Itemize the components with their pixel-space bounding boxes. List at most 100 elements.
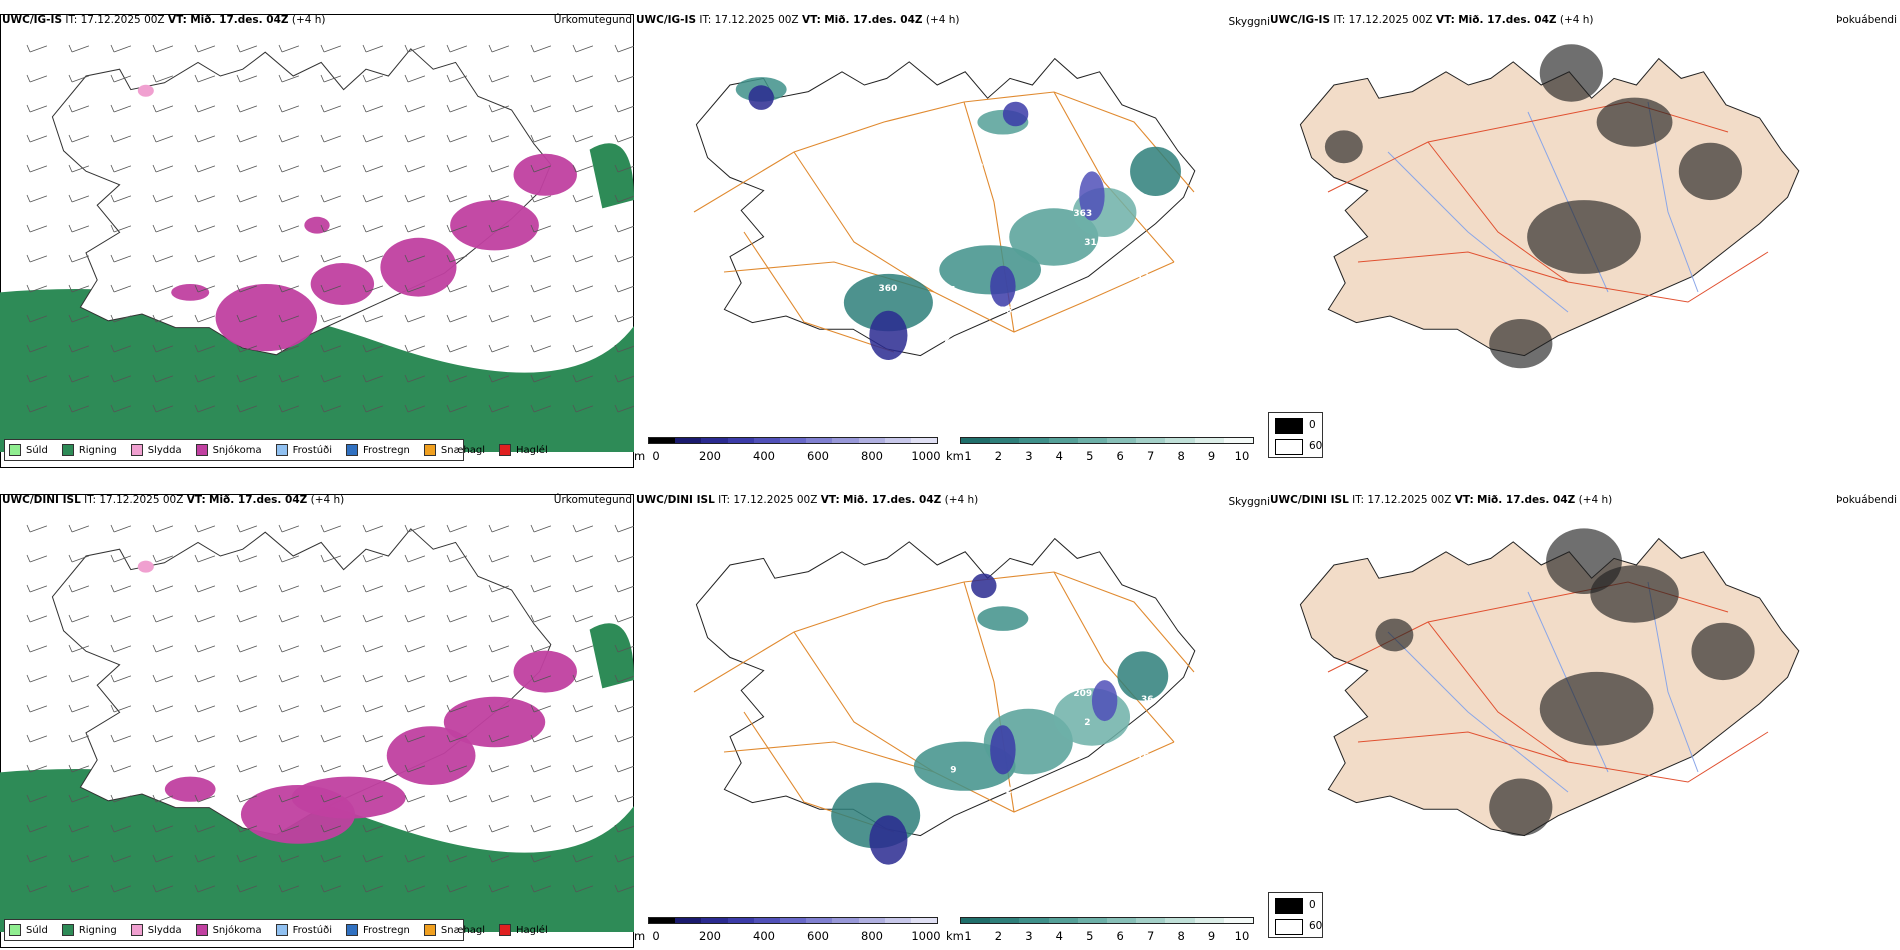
sleet-area — [137, 560, 154, 573]
wind-barb — [614, 674, 619, 683]
wind-barb — [278, 314, 283, 323]
panel-label-fog: Þokuábendi — [1836, 494, 1897, 506]
ceiling-colorbar-segment — [701, 918, 728, 923]
wind-barb — [110, 194, 115, 203]
wind-barb — [113, 345, 132, 353]
precip-legend-swatch — [130, 924, 143, 936]
wind-barb — [155, 285, 174, 293]
wind-barb — [278, 74, 283, 83]
wind-barb — [572, 404, 577, 413]
ceiling-colorbar-segment — [753, 438, 780, 443]
wind-barb — [281, 285, 300, 293]
ceiling-colorbar-strip — [648, 437, 938, 444]
panel-title: UWC/DINI ISL IT: 17.12.2025 00Z VT: Mið.… — [636, 494, 979, 506]
wind-barb — [446, 224, 451, 233]
wind-barb — [110, 554, 115, 563]
wind-barb — [320, 194, 325, 203]
wind-barb — [197, 555, 216, 563]
wind-barb — [446, 554, 451, 563]
wind-barb — [572, 824, 577, 833]
wind-barb — [110, 164, 115, 173]
wind-barb — [491, 105, 510, 113]
wind-barb — [362, 824, 367, 833]
ceiling-value-label: 91 — [1025, 153, 1038, 163]
wind-barb — [281, 165, 300, 173]
wind-barb — [446, 674, 451, 683]
sleet-area — [137, 84, 154, 97]
wind-barb — [110, 704, 115, 713]
wind-barb — [572, 704, 577, 713]
wind-barb — [320, 644, 325, 653]
wind-barb — [68, 74, 73, 83]
wind-barb — [407, 645, 426, 653]
ceiling-colorbar-tick: 0 — [652, 929, 660, 943]
wind-barb — [530, 314, 535, 323]
wind-barb — [446, 314, 451, 323]
visibility-colorbar-strip — [960, 917, 1254, 924]
precip-legend-label: Frostúði — [292, 924, 332, 936]
wind-barb — [71, 225, 90, 233]
precip-legend-item: Haglél — [499, 444, 548, 456]
wind-barb — [572, 854, 577, 863]
wind-barb — [533, 645, 552, 653]
wind-barb — [239, 75, 258, 83]
ceiling-colorbar-segment — [649, 438, 676, 443]
wind-barb — [194, 674, 199, 683]
wind-barb — [446, 164, 451, 173]
wind-barb — [575, 345, 594, 353]
wind-barb — [281, 255, 300, 263]
wind-barb — [26, 74, 31, 83]
wind-barb — [29, 135, 48, 143]
wind-barb — [323, 255, 342, 263]
snow-area — [450, 200, 539, 251]
wind-barb — [26, 44, 31, 53]
wind-barb — [26, 854, 31, 863]
wind-barb — [194, 254, 199, 263]
precip-legend-item: Rigning — [61, 924, 117, 936]
road — [1053, 571, 1175, 743]
wind-barb — [530, 104, 535, 113]
wind-barb — [575, 75, 594, 83]
wind-barb — [488, 254, 493, 263]
wind-barb — [488, 344, 493, 353]
wind-barb — [446, 704, 451, 713]
wind-barb — [575, 795, 594, 803]
wind-barb — [614, 614, 619, 623]
visibility-colorbar-segment — [1136, 438, 1166, 443]
wind-barb — [152, 104, 157, 113]
wind-barb — [278, 644, 283, 653]
wind-barb — [323, 855, 342, 863]
ceiling-colorbar-segment — [884, 438, 911, 443]
wind-barb — [68, 824, 73, 833]
wind-barb — [29, 165, 48, 173]
wind-barb — [281, 375, 300, 383]
wind-barb — [278, 254, 283, 263]
wind-barb — [113, 795, 132, 803]
wind-barb — [281, 105, 300, 113]
wind-barb — [365, 705, 384, 713]
wind-barb — [197, 795, 216, 803]
wind-barb — [113, 765, 132, 773]
wind-barb — [113, 405, 132, 413]
wind-barb — [197, 195, 216, 203]
wind-barb — [575, 405, 594, 413]
wind-barb — [113, 225, 132, 233]
wind-barb — [281, 765, 300, 773]
wind-barb — [572, 674, 577, 683]
wind-barb — [197, 645, 216, 653]
wind-barb — [323, 765, 342, 773]
wind-barb — [614, 554, 619, 563]
wind-barb — [278, 374, 283, 383]
ceiling-colorbar-segment — [858, 918, 885, 923]
wind-barb — [617, 585, 634, 593]
wind-barb — [491, 525, 510, 533]
wind-barb — [449, 105, 468, 113]
wind-barb — [362, 674, 367, 683]
wind-barb — [26, 374, 31, 383]
wind-barb — [26, 164, 31, 173]
wind-barb — [407, 135, 426, 143]
wind-barb — [365, 735, 384, 743]
wind-barb — [491, 615, 510, 623]
wind-barb — [236, 584, 241, 593]
wind-barb — [281, 315, 300, 323]
